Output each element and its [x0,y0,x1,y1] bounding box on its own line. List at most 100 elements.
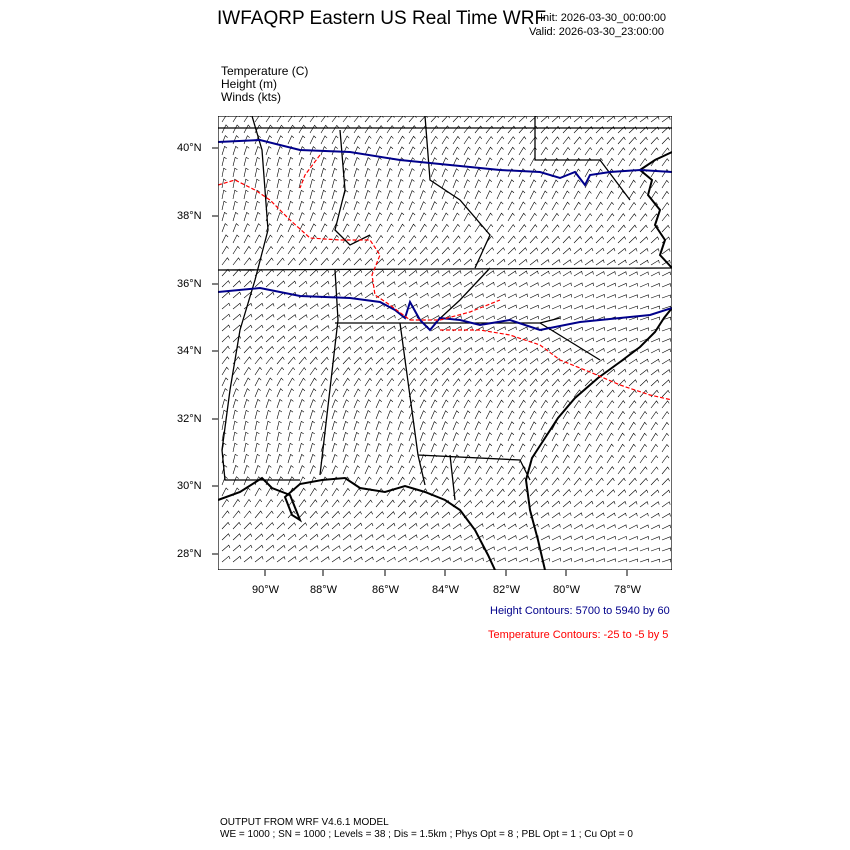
wind-barb [298,257,307,266]
wind-barb [518,477,527,486]
wind-barb [650,248,660,255]
wind-barb [320,399,327,409]
lon-label: 82°W [493,584,521,596]
wind-barb [606,305,616,310]
wind-barb [606,247,616,255]
wind-barb [320,545,330,552]
wind-barb [243,476,250,486]
wind-barb [628,126,638,134]
wind-barb [595,259,605,266]
wind-barb [276,116,285,123]
wind-barb [353,442,360,453]
wind-barb [364,257,373,266]
wind-barb [617,558,627,563]
wind-barb [485,157,493,167]
wind-barb [375,146,383,156]
wind-barb [287,135,295,145]
wind-barb [551,512,561,519]
wind-barb [452,146,460,156]
wind-barb [276,476,284,486]
wind-barb [232,335,242,343]
wind-barb [661,443,670,453]
wind-barb [474,421,482,431]
wind-barb [276,556,286,563]
wind-barb [573,316,583,321]
wind-barb [639,524,649,530]
wind-barb [628,368,638,376]
wind-barb [463,179,470,189]
wind-barb [573,190,581,200]
wind-barb [287,234,295,244]
wind-barb [375,534,385,541]
wind-barb [309,431,315,442]
wind-barb [584,224,593,233]
wind-barb [342,545,352,552]
wind-barb [584,535,594,541]
wind-barb [573,358,583,365]
wind-barb [639,236,649,244]
wind-barb [276,314,286,321]
wind-barb [617,305,627,310]
wind-barb [353,465,361,475]
wind-barb [639,316,649,321]
wind-barb [529,378,538,387]
wind-barb [650,283,660,288]
wind-barb [617,512,627,519]
wind-barb [507,500,517,508]
wind-barb [265,189,271,200]
wind-barb [375,281,385,288]
lat-label: 38°N [177,210,202,222]
wind-barb [496,511,506,519]
wind-barb [562,500,572,508]
wind-barb [408,212,416,222]
wind-barb [287,409,294,420]
wind-barb [452,270,462,277]
wind-barb [595,489,604,497]
wind-barb [463,347,473,354]
wind-barb [364,377,372,387]
wind-barb [463,500,472,508]
wind-barb [419,223,427,233]
wind-barb [661,489,671,497]
wind-barb [661,411,670,420]
wind-barb [419,292,429,299]
wind-barb [518,270,528,277]
wind-barb [342,223,350,233]
wind-barb [617,389,626,398]
wind-barb [595,535,605,541]
wind-barb [474,432,481,442]
wind-barb [419,212,427,222]
wind-barb [243,409,249,420]
wind-barb [452,410,460,420]
wind-barb [265,156,272,167]
wind-barb [342,454,349,464]
wind-barb [221,555,231,563]
wind-barb [342,510,351,519]
wind-barb [485,146,493,156]
wind-barb [562,337,572,343]
wind-barb [441,212,449,222]
wind-barb [221,124,229,134]
wind-barb [485,293,495,299]
wind-barb [551,259,561,266]
wind-barb [529,259,539,266]
wind-barb [254,442,260,453]
wind-barb [265,303,275,310]
wind-barb [485,378,494,387]
wind-barb [386,167,393,178]
wind-barb [474,443,482,453]
wind-barb [650,455,659,464]
wind-barb [265,345,274,354]
wind-barb [518,546,528,552]
wind-barb [463,336,473,343]
wind-barb [408,346,418,354]
wind-barb [430,146,438,156]
wind-barb [254,167,260,178]
wind-barb [298,325,308,332]
wind-barb [628,454,637,464]
wind-barb [452,499,461,508]
wind-barb [331,388,339,398]
wind-barb [595,368,605,376]
wind-barb [507,212,515,222]
wind-barb [507,235,516,244]
